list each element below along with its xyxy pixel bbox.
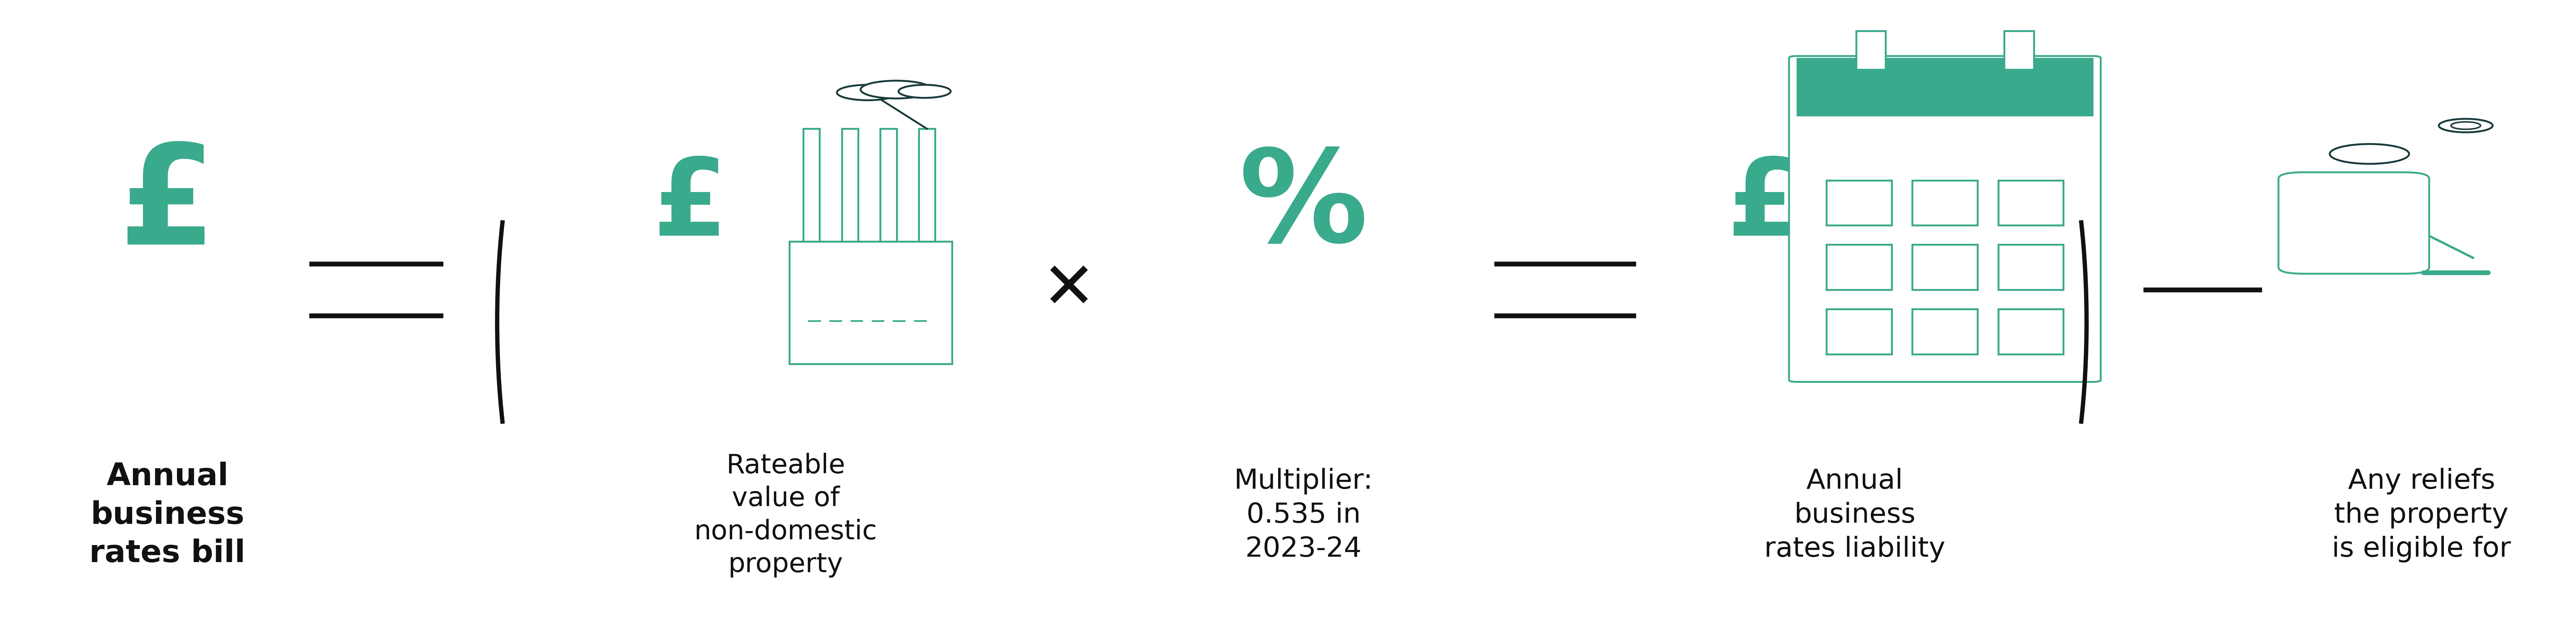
Bar [1999,180,2063,225]
Bar [842,129,858,242]
Bar [1999,245,2063,290]
Bar [1826,309,1891,354]
Bar [1855,31,1886,70]
Text: %: % [1239,144,1368,269]
Text: Rateable
value of
non-domestic
property: Rateable value of non-domestic property [693,453,878,578]
Text: Multiplier:
0.535 in
2023-24: Multiplier: 0.535 in 2023-24 [1234,468,1373,562]
Bar [1911,245,1978,290]
Bar [920,129,935,242]
Text: £: £ [654,154,726,258]
Bar [1911,180,1978,225]
Circle shape [899,85,951,98]
Circle shape [2450,122,2481,129]
Text: Annual
business
rates liability: Annual business rates liability [1765,468,1945,562]
Circle shape [2329,144,2409,164]
Bar [1826,245,1891,290]
Bar [881,129,896,242]
Text: £: £ [118,138,216,274]
Text: Any reliefs
the property
is eligible for: Any reliefs the property is eligible for [2331,468,2512,562]
Bar [1798,58,2092,116]
Circle shape [860,80,933,99]
Bar [1999,309,2063,354]
Bar [1826,180,1891,225]
Text: Annual
business
rates bill: Annual business rates bill [90,462,245,569]
Text: £: £ [1728,154,1801,258]
Bar [2004,31,2032,70]
Bar [1911,309,1978,354]
Bar [804,129,819,242]
Circle shape [2439,119,2494,132]
Text: ✕: ✕ [1043,258,1095,321]
Bar [788,242,953,364]
FancyBboxPatch shape [1788,56,2102,382]
FancyBboxPatch shape [2280,172,2429,274]
Circle shape [837,85,899,100]
